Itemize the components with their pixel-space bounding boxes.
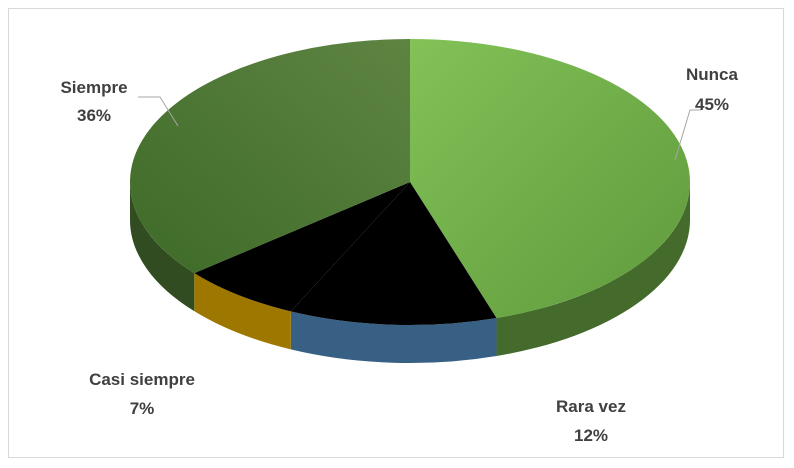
- pie-slice-rara-vez: [290, 182, 497, 325]
- label-nunca-name: Nunca: [686, 65, 739, 84]
- label-casi-siempre-value: 7%: [130, 399, 155, 418]
- label-casi-siempre-name: Casi siempre: [89, 370, 195, 389]
- label-rara-vez-value: 12%: [574, 426, 608, 445]
- pie-side-rara-vez: [290, 311, 497, 363]
- label-rara-vez-name: Rara vez: [556, 397, 626, 416]
- leader-line-nunca: [674, 109, 701, 161]
- pie-side-nunca: [496, 182, 690, 357]
- pie-side-siempre: [130, 182, 195, 312]
- label-siempre-value: 36%: [77, 106, 111, 125]
- leader-line-siempre: [138, 96, 179, 127]
- pie-slice-siempre: [129, 38, 410, 274]
- pie-side-casi-siempre: [194, 273, 291, 350]
- label-siempre-name: Siempre: [60, 78, 127, 97]
- pie-slice-nunca: [410, 39, 690, 319]
- pie-slice-casi-siempre: [194, 182, 410, 312]
- label-nunca-value: 45%: [695, 95, 729, 114]
